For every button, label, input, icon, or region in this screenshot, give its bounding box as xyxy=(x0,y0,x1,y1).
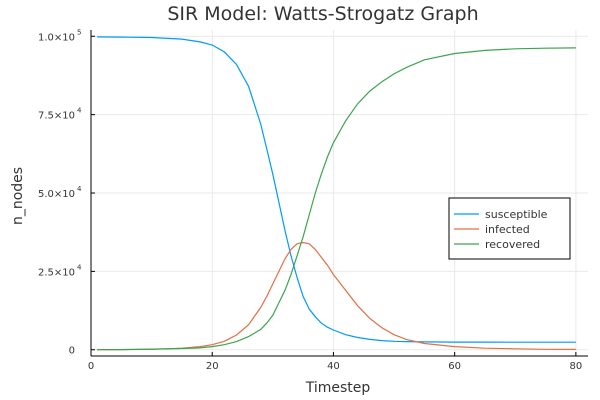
x-tick-labels: 0 20 40 60 80 xyxy=(88,361,582,372)
series-lines xyxy=(97,36,576,351)
y-tick-label-1: 2.5×10 xyxy=(38,267,75,278)
grid-lines xyxy=(90,30,588,356)
x-axis-label: Timestep xyxy=(305,380,371,396)
y-tick-exponent-3: 4 xyxy=(77,107,82,115)
legend-label-infected: infected xyxy=(485,223,530,236)
chart-title: SIR Model: Watts-Strogatz Graph xyxy=(167,3,478,25)
series-line-recovered xyxy=(97,47,576,351)
axes xyxy=(90,30,588,357)
x-tick-label-2: 40 xyxy=(327,361,340,372)
y-tick-exponent-4: 5 xyxy=(77,28,81,36)
y-tick-label-2: 5.0×10 xyxy=(38,189,75,200)
y-tick-labels: 02.5×10 45.0×10 47.5×10 41.0×10 5 xyxy=(38,28,82,356)
x-tick-label-4: 80 xyxy=(570,361,583,372)
y-axis-label: n_nodes xyxy=(10,167,26,225)
y-tick-label-4: 1.0×10 xyxy=(38,32,75,43)
y-tick-label-0: 0 xyxy=(69,346,75,357)
x-tick-label-1: 20 xyxy=(206,361,219,372)
series-line-susceptible xyxy=(97,36,576,343)
x-tick-label-0: 0 xyxy=(88,361,94,372)
legend-label-susceptible: susceptible xyxy=(485,208,548,221)
y-tick-exponent-2: 4 xyxy=(77,185,82,193)
x-tick-label-3: 60 xyxy=(448,361,461,372)
legend-label-recovered: recovered xyxy=(485,238,540,251)
series-line-infected xyxy=(97,241,576,351)
y-tick-exponent-1: 4 xyxy=(77,263,82,271)
legend: susceptible infected recovered xyxy=(448,197,571,260)
y-tick-label-3: 7.5×10 xyxy=(38,111,75,122)
